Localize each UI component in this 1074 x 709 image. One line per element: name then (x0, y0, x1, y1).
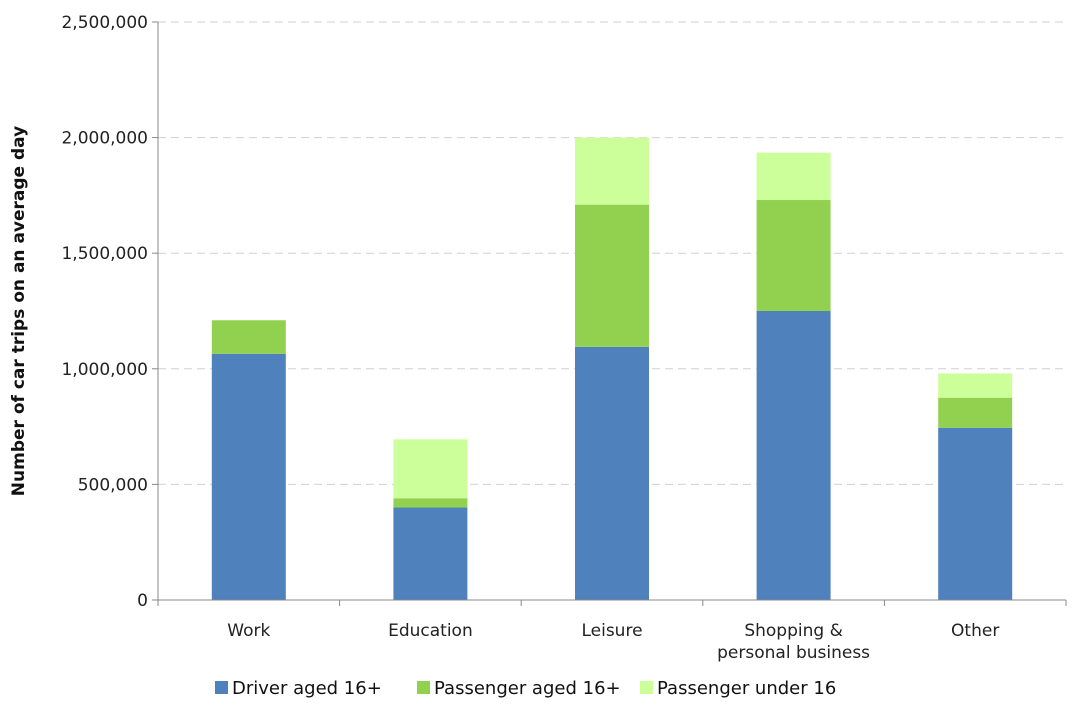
bar-segment (393, 498, 468, 508)
legend-swatch (417, 681, 430, 694)
y-tick-label: 1,000,000 (61, 360, 148, 380)
y-axis-title: Number of car trips on an average day (9, 126, 29, 496)
bar-segment (938, 373, 1013, 398)
bar-segment (756, 311, 831, 600)
bar-segment (393, 439, 468, 499)
x-tick-label: Education (388, 621, 473, 641)
x-tick-label: Other (951, 621, 999, 641)
bar-segment (756, 200, 831, 311)
bar-segment (756, 152, 831, 201)
tick-labels: 0 500,000 1,000,000 1,500,000 2,000,000 2,500… (61, 13, 999, 663)
y-tick-label: 2,500,000 (61, 13, 148, 33)
y-tick-label: 500,000 (78, 475, 148, 495)
legend-label: Driver aged 16+ (232, 678, 382, 699)
bar-segment (575, 346, 649, 600)
gridlines (158, 21, 1066, 485)
legend-label: Passenger under 16 (657, 678, 836, 699)
bar-segment (938, 397, 1013, 428)
bar-segment (938, 427, 1013, 600)
y-tick-label: 2,000,000 (61, 129, 148, 149)
legend: Driver aged 16+ Passenger aged 16+ Passeng… (215, 678, 836, 699)
x-tick-label: Work (227, 621, 270, 641)
bar-segment (393, 507, 468, 600)
bar-segment (575, 137, 649, 205)
x-tick-label: Leisure (581, 621, 642, 641)
legend-swatch (215, 681, 228, 694)
axes (152, 21, 1067, 606)
legend-swatch (640, 681, 653, 694)
y-tick-label: 0 (137, 591, 148, 611)
bar-segment (211, 353, 286, 600)
bars (211, 137, 1013, 600)
legend-label: Passenger aged 16+ (434, 678, 621, 699)
y-tick-label: 1,500,000 (61, 244, 148, 264)
bar-segment (575, 204, 649, 347)
x-tick-label: Shopping & personal business (717, 621, 870, 663)
bar-segment (211, 320, 286, 354)
